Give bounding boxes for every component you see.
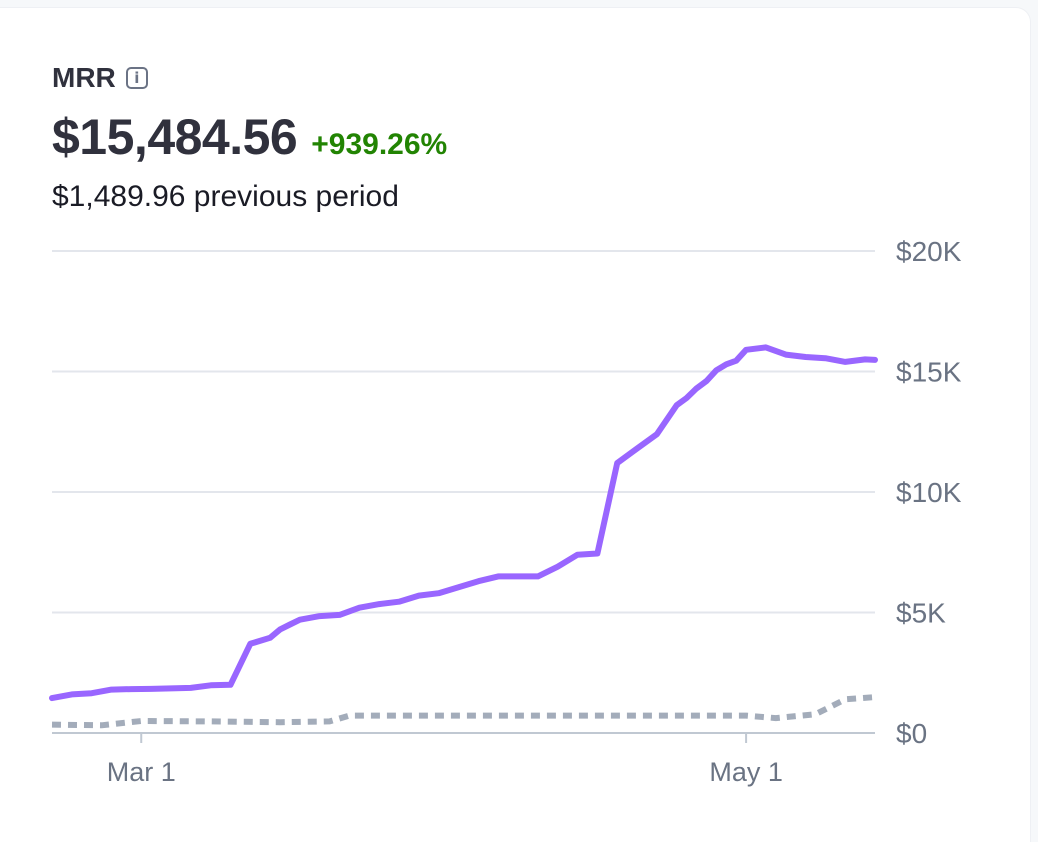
- value-row: $15,484.56 +939.26%: [52, 108, 447, 166]
- metric-value: $15,484.56: [52, 109, 298, 165]
- info-icon[interactable]: i: [125, 67, 148, 89]
- metric-title: MRR: [52, 62, 116, 93]
- x-tick-label: Mar 1: [107, 757, 176, 787]
- y-tick-label: $20K: [896, 236, 962, 267]
- previous-period: $1,489.96 previous period: [52, 180, 399, 213]
- change-percent: +939.26%: [311, 128, 448, 161]
- series-line-previous-period: [51, 694, 876, 729]
- y-tick-label: $15K: [896, 357, 962, 388]
- metric-header: MRR i: [52, 62, 148, 94]
- x-tick-label: May 1: [709, 757, 783, 787]
- y-tick-label: $0: [896, 718, 927, 749]
- y-tick-label: $10K: [896, 477, 962, 508]
- mrr-card: MRR i $15,484.56 +939.26% $1,489.96 prev…: [0, 8, 1030, 842]
- y-tick-label: $5K: [896, 598, 946, 629]
- series-line-current-period: [49, 344, 878, 702]
